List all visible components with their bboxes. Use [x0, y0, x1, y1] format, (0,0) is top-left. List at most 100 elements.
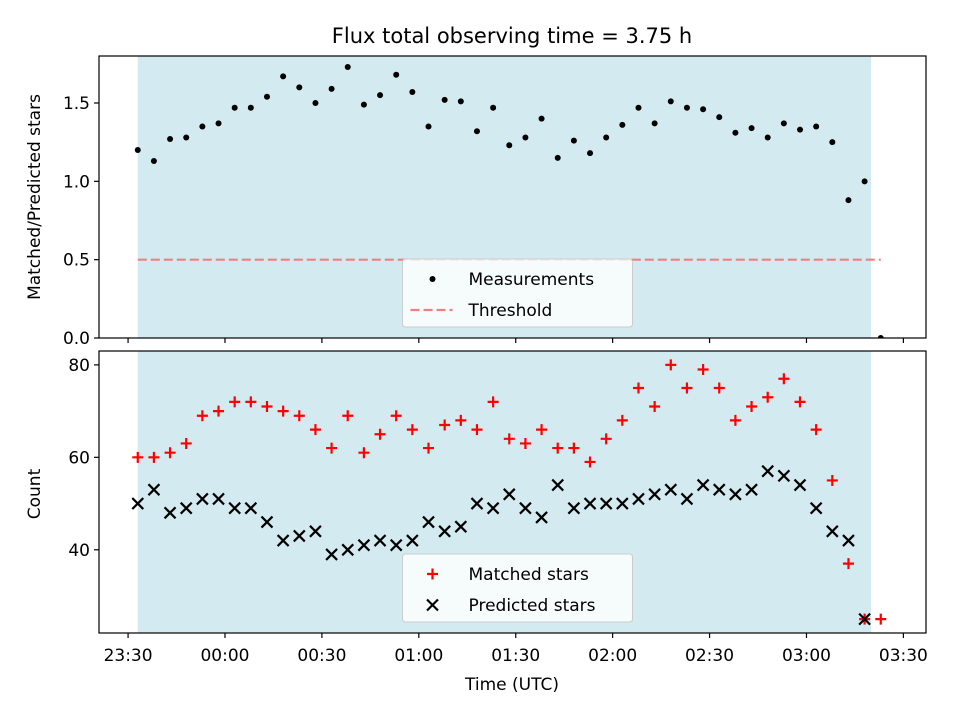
y-tick-label: 40	[68, 541, 90, 561]
measurement-point	[683, 104, 690, 111]
y-tick-label: 0.5	[63, 251, 90, 271]
predicted-star-point	[809, 501, 823, 515]
matched-star-point	[390, 410, 402, 422]
legend-label: Measurements	[469, 270, 595, 290]
measurement-point	[247, 104, 254, 111]
matched-star-point	[164, 447, 176, 459]
predicted-star-point	[777, 469, 791, 483]
x-tick-label: 03:00	[782, 646, 831, 666]
y-tick-label: 80	[68, 356, 90, 376]
y-tick-label: 1.5	[63, 94, 90, 114]
x-axis-label: Time (UTC)	[464, 675, 559, 695]
matched-star-point	[471, 424, 483, 436]
measurement-point	[134, 147, 141, 153]
matched-star-point	[584, 456, 596, 468]
matched-star-point	[487, 396, 499, 408]
measurement-point	[861, 178, 868, 185]
measurement-point	[280, 73, 287, 80]
measurement-point	[829, 139, 836, 146]
measurement-point	[328, 85, 335, 92]
measurement-point	[167, 136, 174, 143]
matched-star-point	[326, 442, 338, 454]
measurement-point	[845, 197, 852, 204]
matched-star-point	[794, 396, 806, 408]
matched-star-point	[245, 396, 257, 408]
predicted-star-point	[664, 483, 678, 496]
predicted-star-point	[793, 478, 807, 492]
x-tick-label: 01:00	[394, 646, 443, 666]
matched-star-point	[503, 433, 515, 445]
matched-star-point	[616, 414, 628, 426]
measurement-point	[877, 335, 884, 338]
predicted-star-point	[131, 497, 145, 510]
matched-star-point	[423, 442, 435, 454]
chart-title: Flux total observing time = 3.75 h	[332, 24, 692, 48]
predicted-star-point	[842, 534, 855, 547]
measurement-point	[215, 120, 222, 127]
predicted-star-point	[470, 497, 484, 510]
x-tick-label: 02:00	[588, 646, 637, 666]
measurement-point	[635, 104, 642, 111]
x-tick-label: 00:00	[200, 646, 249, 666]
legend-marker-measurements	[429, 276, 436, 282]
matched-star-point	[697, 363, 709, 375]
matched-star-point	[374, 428, 386, 440]
axes-frame	[98, 55, 927, 339]
matched-star-point	[277, 405, 289, 417]
predicted-star-point	[745, 483, 758, 496]
predicted-star-point	[712, 483, 726, 496]
measurement-point	[150, 157, 157, 164]
measurement-point	[506, 142, 513, 149]
measurement-point	[667, 98, 674, 105]
y-tick-label: 60	[68, 448, 90, 468]
predicted-star-point	[373, 534, 387, 547]
measurement-point	[473, 128, 480, 135]
x-tick-label: 00:30	[297, 646, 346, 666]
measurement-point	[344, 63, 351, 70]
measurement-point	[780, 120, 787, 127]
matched-star-point	[519, 437, 531, 449]
matched-star-point	[358, 447, 370, 459]
measurement-point	[716, 114, 723, 121]
panel-0: 0.0 0.5 1.0 1.5 Measurements Threshold	[63, 55, 927, 349]
matched-star-point	[180, 437, 192, 449]
predicted-star-point	[696, 478, 710, 492]
matched-star-point	[406, 424, 418, 436]
legend-box	[402, 553, 633, 623]
predicted-star-point	[276, 534, 290, 547]
measurement-point	[587, 150, 594, 157]
predicted-star-point	[438, 525, 451, 538]
measurement-point	[651, 120, 658, 127]
x-tick-label: 03:30	[879, 646, 928, 666]
measurement-point	[409, 89, 416, 96]
legend-box	[402, 258, 633, 328]
legend-label: Matched stars	[469, 565, 589, 585]
top-y-axis-label: Matched/Predicted stars	[25, 94, 45, 300]
matched-star-point	[536, 424, 548, 436]
matched-star-point	[439, 419, 451, 431]
y-tick-label: 0.0	[63, 329, 90, 349]
predicted-star-point	[648, 488, 661, 501]
predicted-star-point	[454, 520, 468, 533]
panel-1: 40 60 80 23:30 00:00 00:30 01:00 01:30 02:00 02:3…	[68, 350, 928, 666]
predicted-star-point	[599, 497, 613, 510]
predicted-star-point	[502, 488, 516, 501]
measurement-point	[700, 106, 707, 113]
predicted-star-point	[486, 501, 500, 515]
axes-frame	[98, 350, 927, 634]
matched-star-point	[342, 410, 354, 422]
y-tick-label: 1.0	[63, 172, 90, 192]
measurement-point	[263, 93, 270, 100]
predicted-star-point	[616, 497, 629, 510]
x-tick-label: 02:30	[685, 646, 734, 666]
predicted-star-point	[260, 515, 274, 529]
matched-star-point	[293, 410, 305, 422]
measurement-point	[296, 84, 303, 91]
matched-star-point	[213, 405, 225, 417]
predicted-star-point	[632, 492, 645, 506]
measurement-point	[199, 123, 206, 130]
matched-star-point	[600, 433, 612, 445]
predicted-star-point	[293, 529, 306, 543]
measurement-point	[522, 134, 529, 141]
measurement-point	[538, 115, 545, 122]
